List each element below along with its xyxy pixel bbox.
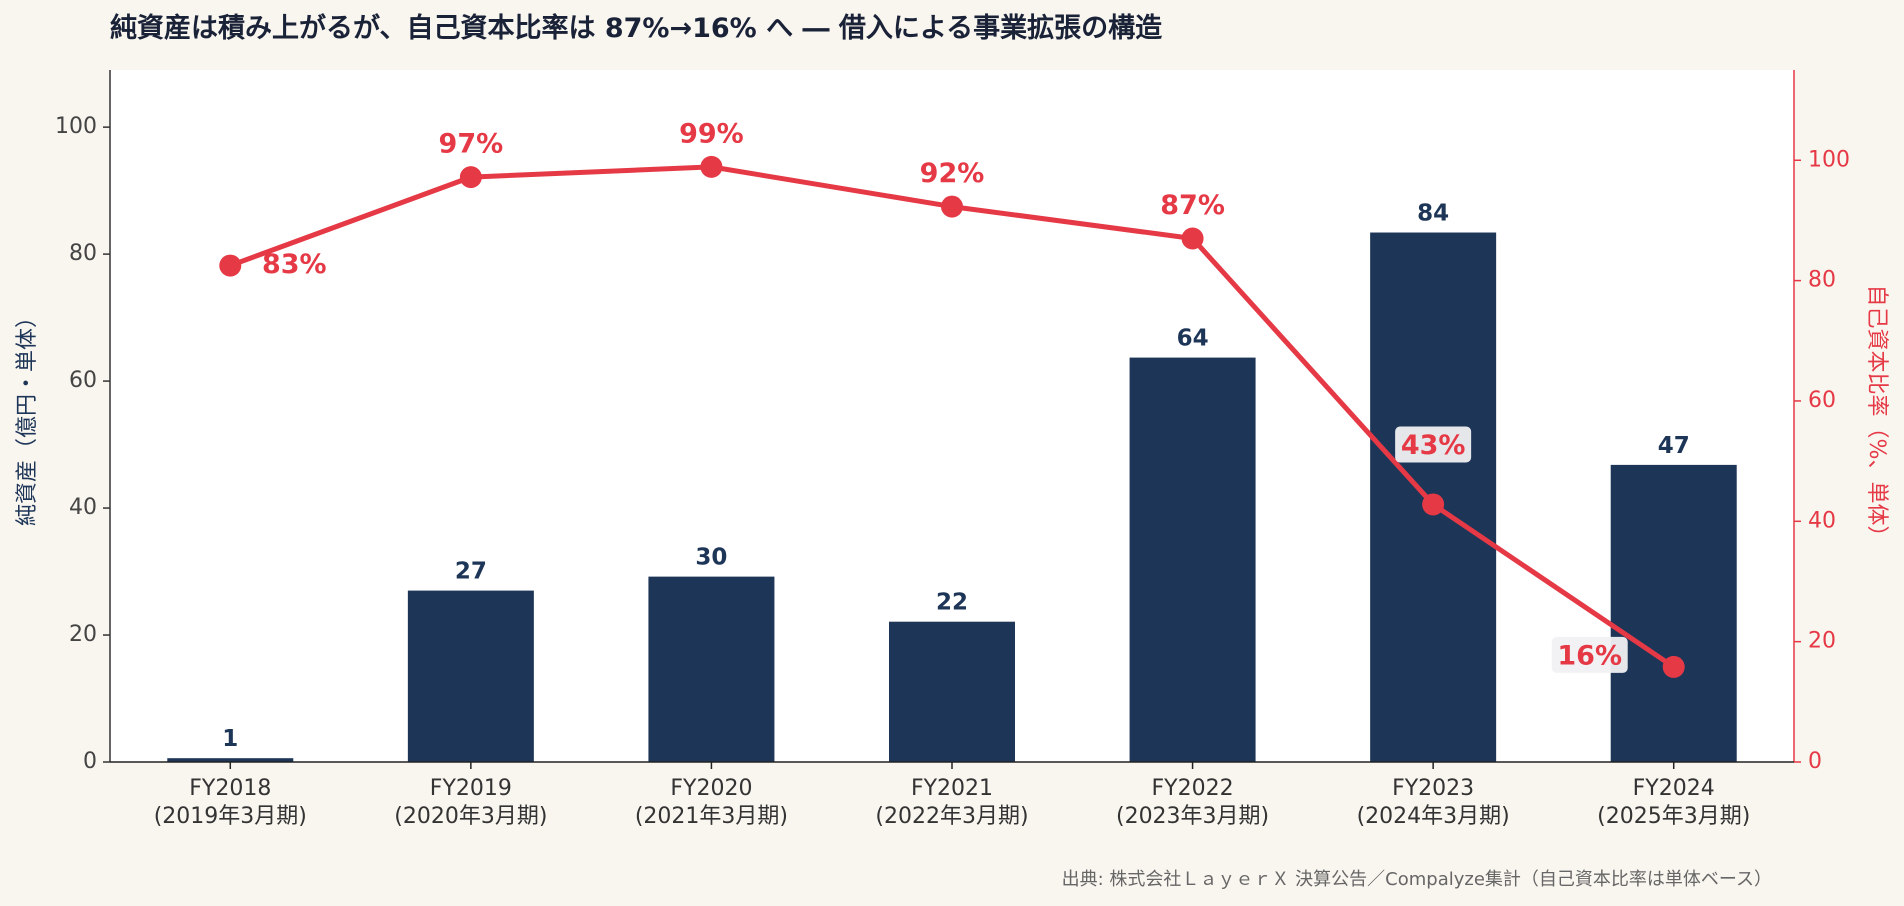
bar-label-4: 64: [1177, 326, 1209, 352]
y-right-tick-2: 40: [1808, 508, 1836, 533]
x-tick-period-4: (2023年3月期): [1116, 804, 1269, 829]
ratio-point-2: [700, 155, 723, 178]
source-note: 出典: 株式会社ＬａｙｅｒＸ 決算公告／Compalyze集計（自己資本比率は単…: [1062, 869, 1772, 890]
x-tick-fy-1: FY2019: [430, 776, 512, 801]
ratio-label-6: 16%: [1557, 640, 1622, 671]
ratio-label-box-5: [1395, 426, 1472, 463]
ratio-point-5: [1422, 493, 1445, 516]
y-right-tick-5: 100: [1808, 147, 1850, 172]
axes: 0 20 40 60 80 100 0 20 40 60 80 100 FY2018 (2019年3月期)…: [55, 70, 1850, 829]
x-tick-period-3: (2022年3月期): [875, 804, 1028, 829]
y-right-tick-1: 20: [1808, 629, 1836, 654]
ratio-label-2: 99%: [679, 118, 744, 149]
bar-4: [1129, 357, 1256, 762]
y-right-tick-4: 80: [1808, 268, 1836, 293]
y-left-tick-2: 40: [69, 495, 97, 520]
x-tick-fy-2: FY2020: [670, 776, 752, 801]
x-tick-fy-4: FY2022: [1152, 776, 1234, 801]
bar-label-0: 1: [222, 726, 238, 752]
bar-2: [648, 576, 775, 762]
ratio-label-4: 87%: [1160, 190, 1225, 221]
y-right-tick-3: 60: [1808, 388, 1836, 413]
ratio-label-5: 43%: [1401, 430, 1466, 461]
ratio-point-3: [941, 195, 963, 218]
ratio-label-0: 83%: [262, 249, 327, 280]
y-right-tick-0: 0: [1808, 749, 1822, 774]
y-left-tick-4: 80: [69, 241, 97, 266]
ratio-line-layer: 83% 97% 99% 92% 87% 43% 16%: [219, 118, 1685, 678]
ratio-label-3: 92%: [920, 158, 985, 189]
chart-title: 純資産は積み上がるが、自己資本比率は 87%→16% へ ― 借入による事業拡張…: [110, 12, 1162, 44]
ratio-point-1: [459, 166, 482, 189]
ratio-label-1: 97%: [439, 129, 504, 160]
x-tick-fy-3: FY2021: [911, 776, 993, 801]
x-tick-fy-6: FY2024: [1633, 776, 1715, 801]
bar-label-5: 84: [1417, 201, 1449, 227]
ratio-label-box-6: [1551, 636, 1628, 673]
x-tick-period-2: (2021年3月期): [635, 804, 788, 829]
x-tick-period-5: (2024年3月期): [1357, 804, 1510, 829]
x-tick-fy-0: FY2018: [189, 776, 271, 801]
bar-label-1: 27: [455, 559, 487, 585]
bar-0: [167, 758, 294, 762]
x-tick-period-1: (2020年3月期): [394, 804, 547, 829]
ratio-point-0: [219, 254, 242, 277]
y-left-tick-3: 60: [69, 368, 97, 393]
x-tick-fy-5: FY2023: [1392, 776, 1474, 801]
bar-3: [889, 621, 1015, 762]
y-axis-label-left: 純資産（億円・単体）: [15, 306, 40, 526]
bar-1: [407, 590, 534, 762]
ratio-point-4: [1181, 227, 1204, 250]
y-left-tick-0: 0: [83, 749, 97, 774]
ratio-point-6: [1662, 655, 1685, 678]
bar-label-6: 47: [1658, 433, 1690, 459]
y-left-tick-5: 100: [55, 114, 97, 139]
bar-6: [1610, 464, 1737, 762]
x-tick-period-6: (2025年3月期): [1597, 804, 1750, 829]
y-left-tick-1: 20: [69, 622, 97, 647]
bar-label-2: 30: [695, 545, 727, 571]
y-axis-label-right: 自己資本比率（%、単体）: [1864, 285, 1889, 548]
x-tick-period-0: (2019年3月期): [154, 804, 307, 829]
bar-label-3: 22: [936, 590, 968, 616]
